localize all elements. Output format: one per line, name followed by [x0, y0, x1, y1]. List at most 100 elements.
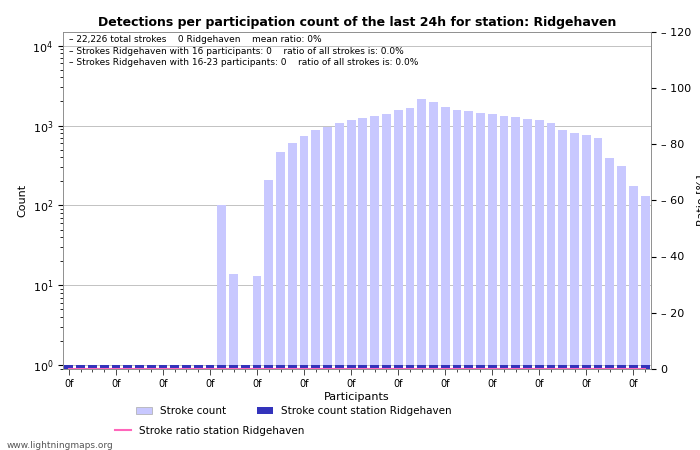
Bar — [111, 365, 120, 450]
Bar — [265, 365, 273, 450]
Bar — [288, 365, 297, 450]
Bar — [405, 365, 414, 450]
Bar — [582, 365, 591, 450]
Bar — [617, 166, 626, 450]
Bar — [570, 365, 579, 450]
Bar — [194, 365, 203, 450]
Bar — [547, 365, 556, 450]
Bar — [594, 365, 603, 450]
Bar — [265, 180, 273, 450]
X-axis label: Participants: Participants — [324, 392, 390, 402]
Bar — [405, 108, 414, 450]
Stroke ratio station Ridgehaven — [64, 366, 73, 372]
Stroke ratio station Ridgehaven — [253, 366, 261, 372]
Bar — [358, 365, 368, 450]
Bar — [76, 365, 85, 450]
Text: – 22,226 total strokes    0 Ridgehaven    mean ratio: 0%
– Strokes Ridgehaven wi: – 22,226 total strokes 0 Ridgehaven mean… — [69, 35, 419, 68]
Bar — [241, 365, 250, 450]
Bar — [535, 120, 544, 450]
Bar — [382, 114, 391, 450]
Bar — [170, 365, 179, 450]
Bar — [135, 365, 144, 450]
Stroke ratio station Ridgehaven — [641, 366, 650, 372]
Bar — [417, 99, 426, 450]
Stroke ratio station Ridgehaven — [570, 366, 579, 372]
Stroke ratio station Ridgehaven — [347, 366, 356, 372]
Stroke ratio station Ridgehaven — [288, 366, 297, 372]
Stroke ratio station Ridgehaven — [524, 366, 532, 372]
Bar — [346, 120, 356, 450]
Stroke ratio station Ridgehaven — [182, 366, 190, 372]
Bar — [452, 365, 461, 450]
Bar — [135, 365, 144, 450]
Bar — [500, 365, 508, 450]
Stroke ratio station Ridgehaven — [218, 366, 226, 372]
Bar — [488, 365, 497, 450]
Bar — [464, 365, 473, 450]
Y-axis label: Ratio [%]: Ratio [%] — [696, 175, 700, 226]
Bar — [158, 365, 167, 450]
Bar — [559, 365, 567, 450]
Stroke ratio station Ridgehaven — [370, 366, 379, 372]
Stroke ratio station Ridgehaven — [465, 366, 473, 372]
Bar — [393, 110, 402, 450]
Stroke ratio station Ridgehaven — [135, 366, 143, 372]
Bar — [629, 365, 638, 450]
Bar — [253, 276, 262, 450]
Bar — [370, 365, 379, 450]
Bar — [640, 365, 650, 450]
Bar — [147, 365, 155, 450]
Stroke ratio station Ridgehaven — [76, 366, 85, 372]
Stroke ratio station Ridgehaven — [417, 366, 426, 372]
Bar — [429, 365, 438, 450]
Bar — [570, 133, 579, 450]
Bar — [346, 365, 356, 450]
Stroke ratio station Ridgehaven — [617, 366, 626, 372]
Bar — [229, 274, 238, 450]
Stroke ratio station Ridgehaven — [429, 366, 438, 372]
Bar — [288, 143, 297, 450]
Bar — [229, 365, 238, 450]
Stroke ratio station Ridgehaven — [606, 366, 614, 372]
Stroke ratio station Ridgehaven — [206, 366, 214, 372]
Stroke ratio station Ridgehaven — [241, 366, 249, 372]
Bar — [300, 365, 309, 450]
Bar — [276, 365, 285, 450]
Stroke ratio station Ridgehaven — [406, 366, 414, 372]
Stroke ratio station Ridgehaven — [394, 366, 402, 372]
Bar — [500, 116, 508, 450]
Bar — [370, 116, 379, 450]
Bar — [241, 365, 250, 450]
Stroke ratio station Ridgehaven — [535, 366, 543, 372]
Bar — [276, 153, 285, 450]
Stroke ratio station Ridgehaven — [382, 366, 391, 372]
Bar — [511, 117, 520, 450]
Bar — [323, 365, 332, 450]
Bar — [523, 119, 532, 450]
Stroke ratio station Ridgehaven — [312, 366, 320, 372]
Stroke ratio station Ridgehaven — [476, 366, 484, 372]
Stroke ratio station Ridgehaven — [159, 366, 167, 372]
Bar — [99, 365, 108, 450]
Bar — [335, 365, 344, 450]
Bar — [488, 114, 497, 450]
Bar — [606, 365, 615, 450]
Bar — [594, 138, 603, 450]
Bar — [300, 135, 309, 450]
Stroke ratio station Ridgehaven — [171, 366, 179, 372]
Stroke ratio station Ridgehaven — [500, 366, 508, 372]
Stroke ratio station Ridgehaven — [547, 366, 555, 372]
Stroke ratio station Ridgehaven — [488, 366, 496, 372]
Bar — [535, 365, 544, 450]
Stroke ratio station Ridgehaven — [335, 366, 344, 372]
Stroke ratio station Ridgehaven — [265, 366, 273, 372]
Bar — [170, 365, 179, 450]
Bar — [393, 365, 402, 450]
Bar — [547, 123, 556, 450]
Stroke ratio station Ridgehaven — [594, 366, 602, 372]
Bar — [559, 130, 567, 450]
Bar — [217, 365, 226, 450]
Bar — [312, 130, 321, 450]
Stroke ratio station Ridgehaven — [194, 366, 202, 372]
Bar — [123, 365, 132, 450]
